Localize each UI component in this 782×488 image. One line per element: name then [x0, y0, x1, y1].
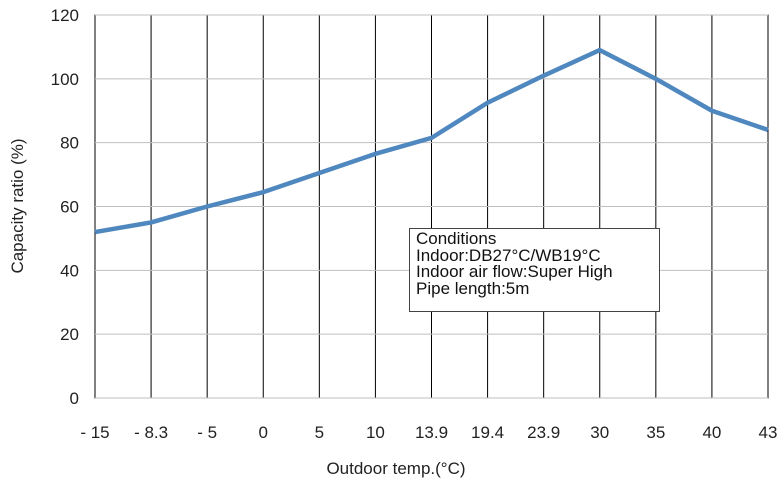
x-tick-label: - 5 — [197, 423, 217, 442]
y-tick-label: 20 — [60, 325, 79, 344]
y-tick-label: 80 — [60, 134, 79, 153]
x-tick-label: 40 — [702, 423, 721, 442]
x-tick-label: 35 — [646, 423, 665, 442]
x-axis-label: Outdoor temp.(°C) — [326, 459, 465, 478]
y-tick-label: 120 — [51, 6, 79, 25]
x-tick-label: - 8.3 — [134, 423, 168, 442]
x-tick-label: 13.9 — [415, 423, 448, 442]
y-axis-label: Capacity ratio (%) — [8, 138, 27, 273]
x-tick-label: 30 — [590, 423, 609, 442]
conditions-annotation: Conditions Indoor:DB27°C/WB19°C Indoor a… — [409, 228, 660, 312]
x-tick-label: 5 — [315, 423, 324, 442]
x-tick-label: 43 — [759, 423, 778, 442]
x-tick-label: 0 — [259, 423, 268, 442]
annotation-line: Conditions — [416, 229, 497, 248]
annotation-line: Indoor air flow:Super High — [416, 262, 613, 281]
x-tick-label: 23.9 — [527, 423, 560, 442]
y-tick-label: 40 — [60, 261, 79, 280]
y-tick-labels: 0 20 40 60 80 100 120 — [51, 6, 79, 408]
y-tick-label: 100 — [51, 70, 79, 89]
annotation-line: Indoor:DB27°C/WB19°C — [416, 245, 601, 265]
x-tick-label: - 15 — [80, 423, 109, 442]
series-layer — [94, 47, 769, 235]
x-tick-label: 10 — [366, 423, 385, 442]
x-tick-labels: - 15 - 8.3 - 5 0 5 10 13.9 19.4 23.9 30 35 40 43 — [80, 423, 777, 442]
annotation-line: Pipe length:5m — [416, 278, 530, 298]
x-tick-label: 19.4 — [471, 423, 504, 442]
y-tick-label: 0 — [70, 389, 79, 408]
y-tick-label: 60 — [60, 198, 79, 217]
